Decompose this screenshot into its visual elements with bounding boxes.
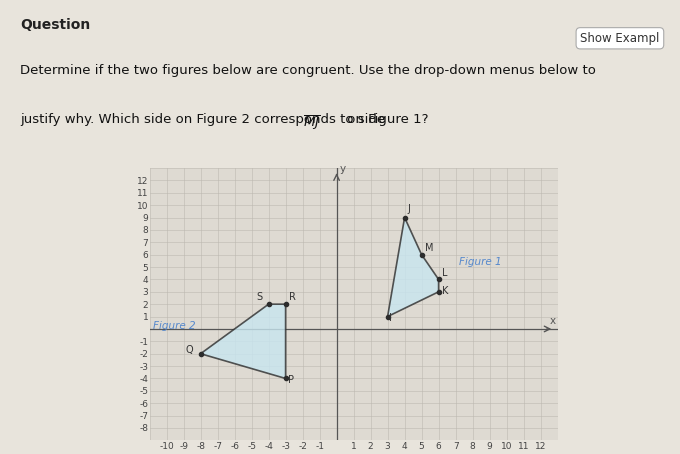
Text: Determine if the two figures below are congruent. Use the drop-down menus below : Determine if the two figures below are c… (20, 64, 596, 77)
Text: R: R (289, 292, 296, 302)
Text: Question: Question (20, 18, 90, 32)
Text: Figure 1: Figure 1 (459, 257, 502, 266)
Text: x: x (549, 316, 556, 326)
Text: Show Exampl: Show Exampl (580, 32, 660, 45)
Text: Figure 2: Figure 2 (153, 321, 196, 331)
Text: S: S (257, 292, 263, 302)
Text: M: M (425, 243, 434, 253)
Text: L: L (442, 268, 447, 278)
Text: justify why. Which side on Figure 2 corresponds to side: justify why. Which side on Figure 2 corr… (20, 114, 390, 127)
Text: I: I (389, 313, 392, 323)
Polygon shape (201, 304, 286, 379)
Text: P: P (288, 375, 294, 385)
Text: $\overline{MJ}$: $\overline{MJ}$ (303, 114, 320, 132)
Text: K: K (442, 286, 448, 296)
Text: y: y (339, 164, 345, 174)
Text: J: J (407, 204, 410, 214)
Text: Q: Q (185, 345, 193, 355)
Text: on Figure 1?: on Figure 1? (343, 114, 429, 127)
Polygon shape (388, 217, 439, 316)
